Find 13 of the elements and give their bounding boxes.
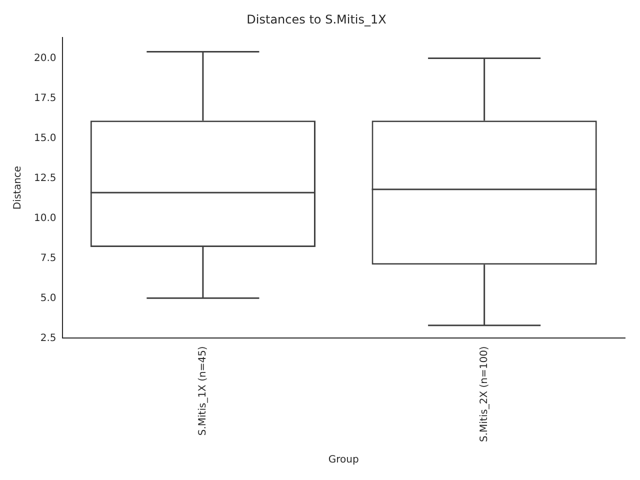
y-tick-label: 10.0 — [34, 212, 56, 224]
y-tick-label: 15.0 — [34, 132, 56, 144]
x-axis-title: Group — [328, 454, 359, 466]
y-tick-label: 17.5 — [34, 92, 56, 104]
y-tick-label: 7.5 — [40, 252, 56, 264]
y-tick-label: 20.0 — [34, 52, 56, 64]
y-axis-title: Distance — [12, 166, 24, 210]
y-tick-label: 12.5 — [34, 172, 56, 184]
x-tick-label: S.Mitis_2X (n=100) — [478, 346, 490, 442]
y-tick-label: 2.5 — [40, 332, 56, 344]
x-tick-label: S.Mitis_1X (n=45) — [198, 346, 209, 436]
y-tick-label: 5.0 — [40, 292, 56, 304]
chart-title: Distances to S.Mitis_1X — [246, 12, 386, 26]
